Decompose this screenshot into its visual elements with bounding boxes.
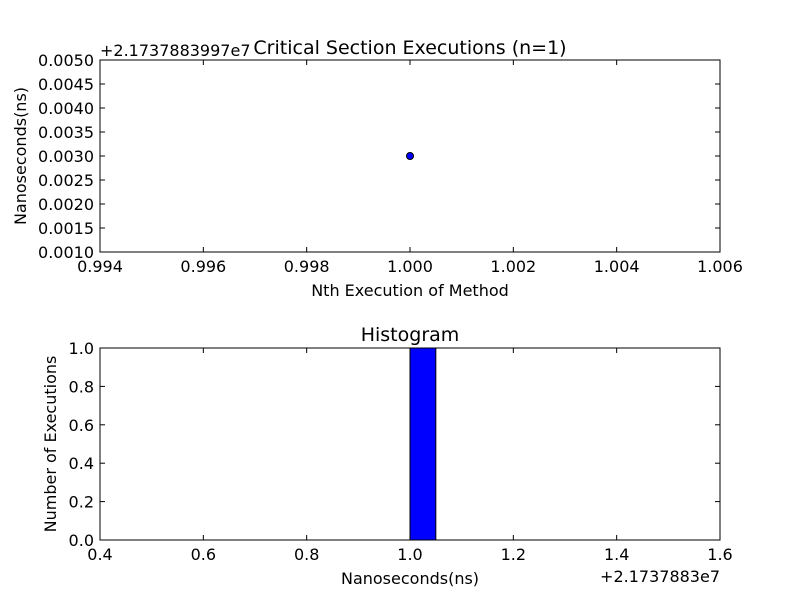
y-tick-label: 0.0045 — [38, 75, 94, 94]
y-tick-label: 0.0 — [69, 531, 94, 550]
scatter-y-label: Nanoseconds(ns) — [11, 87, 30, 225]
y-tick-label: 0.4 — [69, 454, 94, 473]
y-tick-label: 0.0025 — [38, 171, 94, 190]
x-tick-label: 1.004 — [594, 257, 640, 276]
histogram-y-ticks: 0.0 0.2 0.4 0.6 0.8 1.0 — [69, 339, 720, 550]
y-tick-label: 0.0015 — [38, 219, 94, 238]
x-tick-label: 0.998 — [284, 257, 330, 276]
scatter-y-offset-label: +2.1737883997e7 — [100, 41, 251, 60]
x-tick-label: 1.6 — [707, 545, 732, 564]
y-tick-label: 0.8 — [69, 377, 94, 396]
scatter-point — [406, 152, 414, 160]
histogram-bars — [409, 347, 437, 541]
x-tick-label: 0.8 — [294, 545, 319, 564]
scatter-y-ticks: 0.0010 0.0015 0.0020 0.0025 0.0030 0.0035 0.00… — [38, 51, 720, 262]
x-tick-label: 0.994 — [77, 257, 123, 276]
scatter-title: Critical Section Executions (n=1) — [253, 37, 566, 59]
x-tick-label: 1.0 — [397, 545, 422, 564]
histogram-title: Histogram — [361, 324, 460, 346]
y-tick-label: 0.0040 — [38, 99, 94, 118]
scatter-x-ticks: 0.994 0.996 0.998 1.000 1.002 1.004 1.006 — [77, 60, 743, 276]
x-tick-label: 0.6 — [191, 545, 216, 564]
y-tick-label: 0.2 — [69, 493, 94, 512]
y-tick-label: 0.0030 — [38, 147, 94, 166]
scatter-x-label: Nth Execution of Method — [311, 281, 509, 300]
y-tick-label: 0.0035 — [38, 123, 94, 142]
x-tick-label: 1.002 — [490, 257, 536, 276]
x-tick-label: 0.996 — [180, 257, 226, 276]
y-tick-label: 0.0050 — [38, 51, 94, 70]
histogram-x-ticks: 0.4 0.6 0.8 1.0 1.2 1.4 1.6 — [87, 348, 733, 564]
histogram-chart: Histogram 0.4 0.6 0.8 1.0 1.2 1.4 1.6 0.00.20.… — [41, 324, 733, 588]
x-tick-label: 1.006 — [697, 257, 743, 276]
y-tick-label: 1.0 — [69, 339, 94, 358]
x-tick-label: 1.4 — [604, 545, 629, 564]
y-tick-label: 0.6 — [69, 416, 94, 435]
y-tick-label: 0.0020 — [38, 195, 94, 214]
histogram-y-label: Number of Executions — [41, 356, 60, 533]
x-tick-label: 1.2 — [501, 545, 526, 564]
scatter-chart: Critical Section Executions (n=1) +2.173… — [11, 37, 743, 300]
x-tick-label: 0.4 — [87, 545, 112, 564]
histogram-bar — [409, 347, 437, 541]
y-tick-label: 0.0010 — [38, 243, 94, 262]
histogram-x-label: Nanoseconds(ns) — [341, 569, 479, 588]
histogram-x-offset-label: +2.1737883e7 — [600, 567, 720, 586]
scatter-points — [406, 152, 414, 160]
x-tick-label: 1.000 — [387, 257, 433, 276]
